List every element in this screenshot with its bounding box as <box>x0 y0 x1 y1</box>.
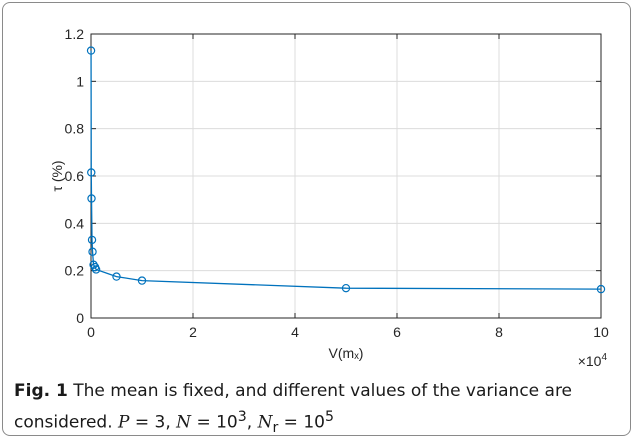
x-tick-label: 2 <box>189 324 197 340</box>
param-n-symbol: N <box>176 412 192 433</box>
y-axis-label: τ (%) <box>49 160 65 191</box>
data-point <box>88 247 97 256</box>
figure-caption: Fig. 1 The mean is fixed, and different … <box>14 381 573 437</box>
data-point <box>596 284 606 294</box>
data-series <box>86 46 606 294</box>
data-point <box>137 276 147 285</box>
x-axis-label: V(mₓ) <box>329 345 364 361</box>
param-n-value: = 10 <box>191 412 238 433</box>
y-tick-label: 0.2 <box>65 263 85 279</box>
axis-ticks: 0 2 4 6 8 10 0 0.2 0.4 0.6 0.8 1 1.2 <box>65 26 609 340</box>
data-point <box>89 260 98 269</box>
data-point <box>87 168 96 177</box>
caption-label: Fig. 1 <box>14 381 68 401</box>
x-tick-label: 4 <box>291 324 299 340</box>
y-tick-label: 0 <box>76 310 84 326</box>
caption-text: The mean is fixed, and different values … <box>14 381 573 433</box>
x-axis-multiplier: ×104 <box>578 352 608 369</box>
param-nr-exponent: 5 <box>324 409 334 425</box>
grid-lines <box>90 33 602 319</box>
x-tick-label: 6 <box>393 324 401 340</box>
x-tick-label: 10 <box>593 324 609 340</box>
data-point <box>341 283 351 293</box>
line-chart: 0 2 4 6 8 10 0 0.2 0.4 0.6 0.8 1 1.2 τ (%) V(mₓ) ×10… <box>49 26 609 369</box>
data-point <box>87 235 97 245</box>
param-nr-value: = 10 <box>278 412 325 433</box>
y-tick-label: 1.2 <box>65 26 85 42</box>
param-p-value: = 3, <box>129 412 177 433</box>
param-nr-subscript: r <box>272 420 279 437</box>
param-nr-symbol: N <box>257 412 273 433</box>
figure-frame <box>2 2 631 436</box>
data-point <box>87 194 96 203</box>
y-tick-label: 1 <box>76 73 84 89</box>
x-tick-label: 8 <box>495 324 503 340</box>
data-point <box>112 272 121 281</box>
param-n-exponent: 3 <box>237 409 247 425</box>
y-tick-label: 0.8 <box>65 121 85 137</box>
x-tick-label: 0 <box>87 324 95 340</box>
data-point <box>86 46 96 55</box>
series-line <box>90 50 602 290</box>
param-p-symbol: P <box>118 412 130 433</box>
y-tick-label: 0.4 <box>65 215 85 231</box>
data-point <box>91 265 101 274</box>
y-tick-label: 0.6 <box>65 168 85 184</box>
